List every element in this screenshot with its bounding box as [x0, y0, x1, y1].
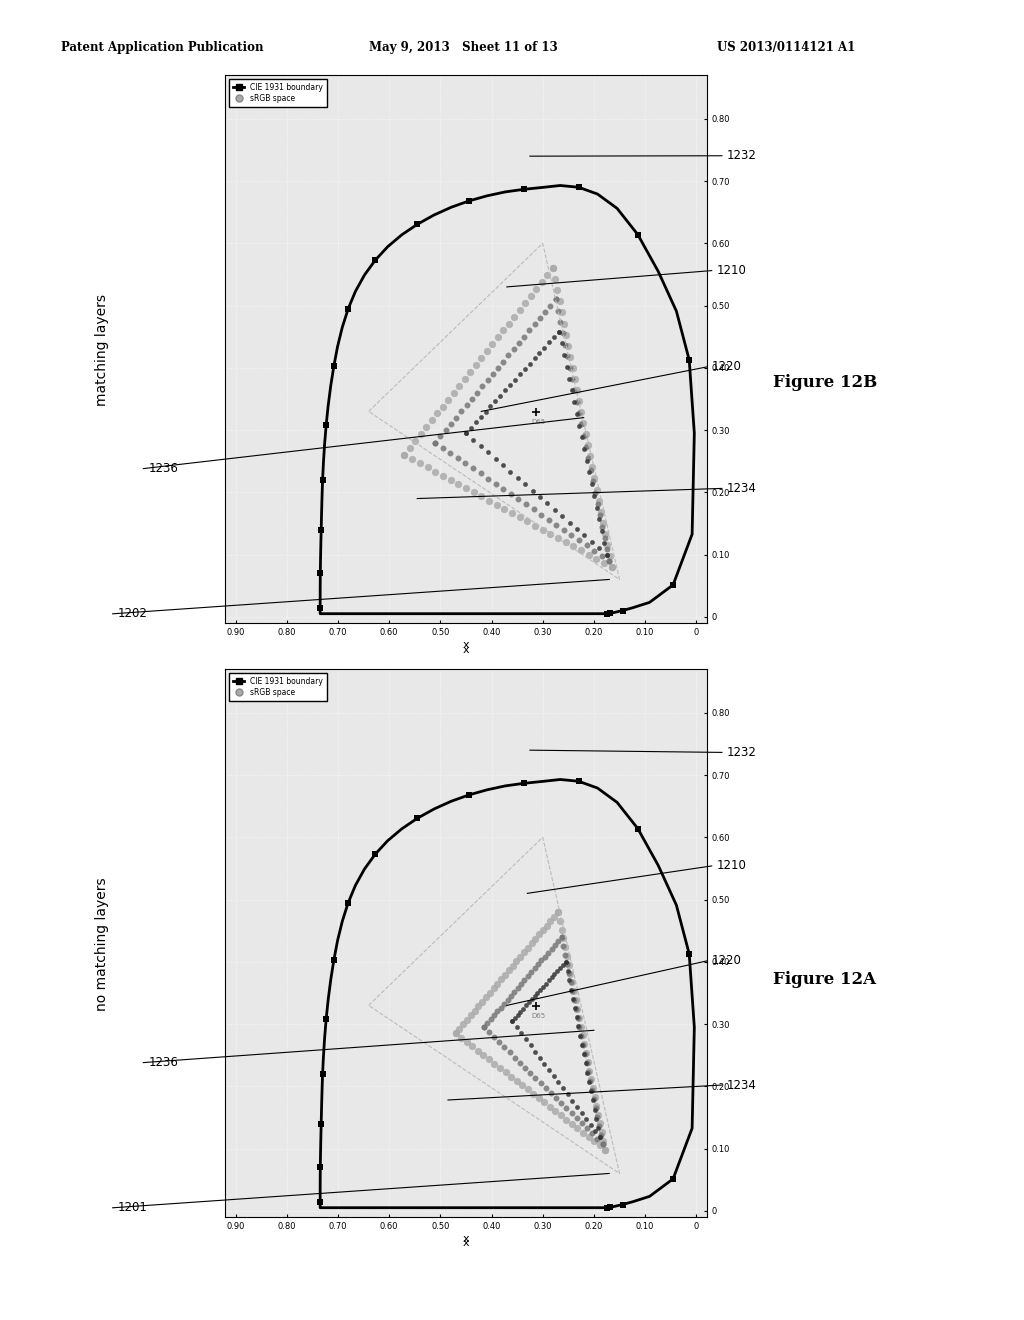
- Text: D65: D65: [531, 420, 545, 425]
- Legend: CIE 1931 boundary, sRGB space: CIE 1931 boundary, sRGB space: [229, 673, 328, 701]
- Text: D65: D65: [531, 1014, 545, 1019]
- Legend: CIE 1931 boundary, sRGB space: CIE 1931 boundary, sRGB space: [229, 79, 328, 107]
- X-axis label: x: x: [463, 1234, 469, 1243]
- Text: x: x: [463, 1238, 469, 1249]
- Text: x: x: [463, 645, 469, 656]
- Text: 1234: 1234: [727, 482, 757, 495]
- Text: 1220: 1220: [712, 360, 741, 374]
- Text: 1202: 1202: [118, 607, 147, 620]
- Text: US 2013/0114121 A1: US 2013/0114121 A1: [717, 41, 855, 54]
- Text: 1234: 1234: [727, 1078, 757, 1092]
- Text: Figure 12B: Figure 12B: [773, 375, 878, 391]
- Text: no matching layers: no matching layers: [95, 876, 110, 1011]
- Text: Figure 12A: Figure 12A: [773, 972, 877, 987]
- Text: Patent Application Publication: Patent Application Publication: [61, 41, 264, 54]
- Text: 1232: 1232: [727, 746, 757, 759]
- Text: 1201: 1201: [118, 1201, 147, 1214]
- Text: May 9, 2013   Sheet 11 of 13: May 9, 2013 Sheet 11 of 13: [369, 41, 557, 54]
- X-axis label: x: x: [463, 640, 469, 649]
- Text: 1210: 1210: [717, 264, 746, 277]
- Text: 1236: 1236: [148, 462, 178, 475]
- Text: 1220: 1220: [712, 954, 741, 968]
- Text: 1210: 1210: [717, 859, 746, 873]
- Text: 1236: 1236: [148, 1056, 178, 1069]
- Text: 1232: 1232: [727, 149, 757, 162]
- Text: matching layers: matching layers: [95, 294, 110, 405]
